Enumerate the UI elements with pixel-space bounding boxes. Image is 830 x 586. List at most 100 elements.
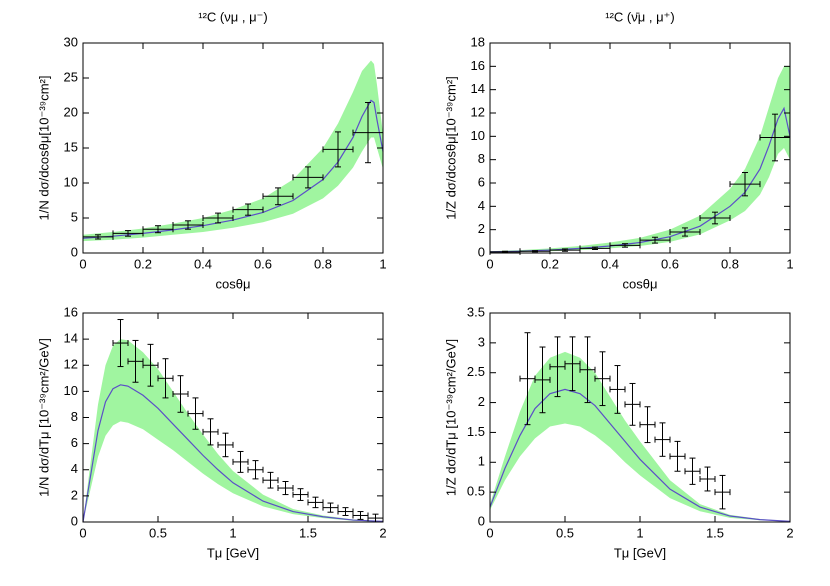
data-point [489,248,521,255]
x-tick-label: 0.4 [601,256,619,271]
data-point [684,457,701,485]
y-tick-label: 12 [471,104,485,119]
y-tick-label: 10 [64,383,78,398]
x-tick-label: 0 [79,256,86,271]
data-point [142,225,174,234]
x-tick-label: 0.2 [134,256,152,271]
x-tick-label: 1 [786,256,793,271]
x-tick-label: 1 [229,525,236,540]
data-point [172,220,204,230]
uncertainty-band [490,351,790,522]
x-tick-label: 0 [486,525,493,540]
data-point [112,319,129,368]
data-point [639,406,656,444]
y-tick-label: 2 [478,221,485,236]
data-point [232,450,249,473]
panel: 0 0.5 1 1.5 2 0 0.5 1 1.5 2 2.5 3 3.5 Tμ [GeV] 1/Z dσ/… [443,304,793,560]
y-tick-label: 2.5 [467,364,485,379]
data-point [639,236,671,244]
y-tick-label: 30 [64,34,78,49]
data-point [277,481,294,496]
y-tick-label: 16 [64,304,78,319]
data-point [699,466,716,492]
data-point [322,502,339,513]
x-tick-label: 2 [786,525,793,540]
y-tick-label: 0 [71,244,78,259]
data-point [217,432,234,458]
data-point [654,422,671,457]
y-tick-label: 8 [71,409,78,424]
x-tick-label: 0.8 [314,256,332,271]
data-point [172,375,189,413]
x-tick-label: 2 [379,525,386,540]
y-tick-label: 6 [478,174,485,189]
y-tick-label: 14 [64,331,78,346]
x-tick-label: 0.8 [721,256,739,271]
y-tick-label: 4 [71,461,78,476]
x-axis-label: cosθμ [623,276,658,291]
data-point [337,507,354,516]
y-tick-label: 0 [478,244,485,259]
data-point [534,346,551,414]
panel: 0 0.5 1 1.5 2 0 2 4 6 8 10 12 14 16 Tμ [GeV] 1/N dσ/dTμ… [36,304,386,560]
chart-title: ¹²C (νμ , μ⁻) [198,9,268,24]
y-tick-label: 0 [71,513,78,528]
y-tick-label: 15 [64,139,78,154]
y-tick-label: 1 [478,454,485,469]
data-point [714,474,731,510]
y-tick-label: 10 [471,128,485,143]
y-tick-label: 4 [478,198,485,213]
x-tick-label: 0.6 [661,256,679,271]
x-axis-label: cosθμ [216,276,251,291]
plot-border [489,42,791,254]
chart-title: ¹²C (ν̄μ , μ⁺) [605,9,675,24]
y-tick-label: 0.5 [467,484,485,499]
data-point [202,212,234,224]
x-tick-label: 0 [486,256,493,271]
y-tick-label: 20 [64,104,78,119]
data-point [292,488,309,501]
data-point [307,496,324,509]
data-point [322,131,354,168]
y-tick-label: 18 [471,34,485,49]
y-tick-label: 8 [478,151,485,166]
data-point [624,382,641,426]
x-tick-label: 0.2 [541,256,559,271]
x-tick-label: 0 [79,525,86,540]
data-point [232,203,264,216]
y-axis-label: 1/N dσ/dTμ [10⁻³⁹cm²/GeV] [36,338,51,497]
data-point [142,343,159,387]
data-point [564,336,581,392]
y-tick-label: 5 [71,209,78,224]
data-point [157,358,174,399]
x-tick-label: 1.5 [706,525,724,540]
y-tick-label: 1.5 [467,424,485,439]
y-axis-label: 1/Z dσ/dcosθμ[10⁻³⁹cm²] [443,76,458,220]
y-tick-label: 10 [64,174,78,189]
uncertainty-band [83,339,383,522]
y-tick-label: 14 [471,81,485,96]
data-point [594,351,611,407]
data-point [609,365,626,414]
y-tick-label: 6 [71,435,78,450]
x-tick-label: 1 [379,256,386,271]
data-point [247,460,264,480]
y-axis-label: 1/N dσ/dcosθμ[10⁻³⁹cm²] [36,76,51,221]
y-tick-label: 0 [478,513,485,528]
y-tick-label: 25 [64,69,78,84]
data-point [262,471,279,489]
y-tick-label: 12 [64,357,78,372]
theory-curve [82,384,384,523]
data-point [292,166,324,189]
data-point [669,440,686,472]
data-point [579,336,596,404]
x-tick-label: 0.4 [194,256,212,271]
data-point [699,211,731,225]
x-tick-label: 0.5 [149,525,167,540]
data-point [187,397,204,430]
x-tick-label: 1.5 [299,525,317,540]
